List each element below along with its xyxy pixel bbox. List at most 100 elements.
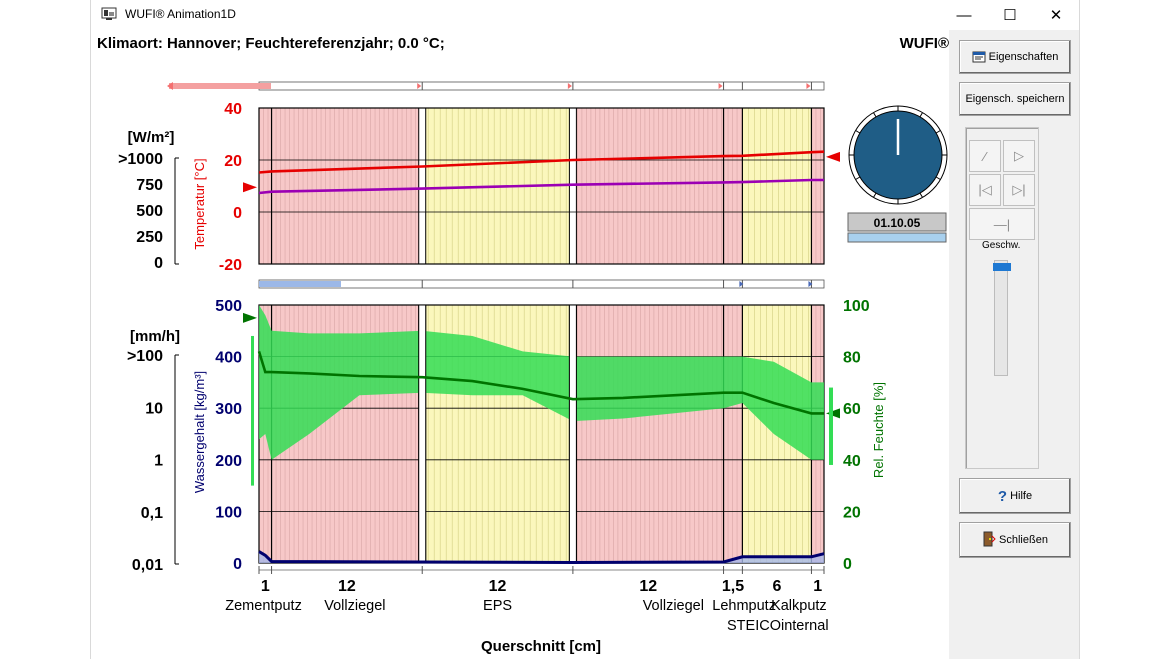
upper-layer-fill — [723, 108, 743, 264]
humidity-tick-label: 40 — [843, 453, 861, 470]
stop-icon: —| — [993, 216, 1011, 232]
lower-node-strip — [258, 279, 825, 289]
play-forward-icon: ▷ — [1014, 148, 1024, 163]
rain-tick-label: 1 — [154, 453, 163, 470]
upper-node-strip — [258, 81, 825, 91]
maximize-button[interactable]: ☐ — [987, 0, 1033, 30]
humidity-tick-label: 100 — [843, 298, 870, 315]
climate-location-text: Klimaort: Hannover; Feuchtereferenzjahr;… — [97, 35, 445, 52]
window-title: WUFI® Animation1D — [125, 7, 236, 21]
humidity-tick-label: 80 — [843, 350, 861, 367]
close-app-label: Schließen — [999, 534, 1048, 546]
flux-tick-label: 750 — [136, 177, 163, 194]
upper-strip-marker-icon — [567, 83, 572, 89]
gauge-tick — [935, 130, 941, 134]
layer-thickness-label: 1,5 — [722, 578, 744, 595]
left-temperature-marker-icon — [243, 182, 257, 193]
water-content-line — [258, 550, 825, 565]
rain-tick-label: 10 — [145, 400, 163, 417]
application-window: WUFI® Animation1D — ☐ ✕ Klimaort: Hannov… — [90, 0, 1080, 659]
save-properties-button[interactable]: Eigensch. speichern — [959, 82, 1071, 116]
animation-chart: Klimaort: Hannover; Feuchtereferenzjahr;… — [91, 30, 959, 659]
temperature-tick-label: 20 — [224, 153, 242, 170]
lower-strip-marker-icon — [739, 281, 744, 287]
close-window-button[interactable]: ✕ — [1033, 0, 1079, 30]
speed-slider-thumb[interactable] — [993, 263, 1011, 271]
water-content-tick-label: 200 — [215, 453, 242, 470]
close-app-button[interactable]: Schließen — [959, 522, 1071, 558]
minimize-button[interactable]: — — [941, 0, 987, 30]
upper-layer-fill — [271, 108, 423, 264]
water-content-axis-label: Wassergehalt [kg/m³] — [192, 371, 207, 493]
temperature-line — [258, 150, 825, 174]
upper-strip-marker-icon — [718, 83, 723, 89]
step-forward-icon: ▷| — [1012, 182, 1026, 197]
step-forward-button[interactable]: ▷| — [1003, 174, 1035, 206]
layer-thickness-label: 12 — [338, 578, 356, 595]
material-label: Vollziegel — [324, 598, 385, 614]
flux-tick-label: 0 — [154, 255, 163, 272]
water-content-tick-label: 300 — [215, 401, 242, 418]
material-label: Lehmputz — [712, 598, 776, 614]
minimize-icon: — — [956, 6, 972, 24]
upper-layer-fill — [259, 108, 272, 264]
maximize-icon: ☐ — [1003, 7, 1017, 24]
stop-button[interactable]: —| — [969, 208, 1035, 240]
temperature-axis-label: Temperatur [°C] — [192, 158, 207, 249]
right-temperature-marker-icon — [826, 151, 840, 162]
water-content-tick-label: 400 — [215, 350, 242, 367]
material-label: STEICOinternal — [727, 618, 829, 634]
lower-layer-gap-overlay — [568, 304, 577, 564]
material-label: Vollziegel — [643, 598, 704, 614]
relative-humidity-line — [257, 351, 824, 415]
help-icon: ? — [997, 487, 1008, 505]
speed-slider-track[interactable] — [994, 260, 1008, 376]
water-content-tick-label: 0 — [233, 556, 242, 573]
upper-layer-gap — [418, 107, 427, 265]
lower-layer-fill — [723, 305, 743, 563]
help-button[interactable]: ? Hilfe — [959, 478, 1071, 514]
upper-strip-marker-icon — [417, 83, 422, 89]
layer-thickness-label: 12 — [639, 578, 657, 595]
gauge-tick — [919, 112, 923, 118]
gauge-tick — [873, 112, 877, 118]
material-label: Zementputz — [225, 598, 302, 614]
date-progress-bar — [847, 232, 947, 243]
save-properties-label: Eigensch. speichern — [965, 93, 1065, 105]
gauge-tick — [855, 130, 861, 134]
upper-layer-fill — [572, 108, 724, 264]
upper-node-strip-marker — [169, 83, 271, 89]
temperature-tick-label: 40 — [224, 101, 242, 118]
water-content-tick-label: 500 — [215, 298, 242, 315]
lower-node-strip-marker — [259, 281, 341, 287]
material-label: EPS — [483, 598, 512, 614]
left-humidity-marker-icon — [243, 312, 257, 323]
properties-icon — [972, 49, 986, 66]
upper-layer-fill — [811, 108, 824, 264]
exit-door-icon — [982, 531, 996, 550]
layer-thickness-label: 12 — [489, 578, 507, 595]
play-backward-icon: ⁄ — [983, 148, 987, 164]
humidity-axis-label: Rel. Feuchte [%] — [871, 382, 886, 478]
properties-button[interactable]: Eigenschaften — [959, 40, 1071, 74]
flux-tick-label: >1000 — [118, 151, 163, 168]
lower-strip-marker-icon — [808, 281, 813, 287]
play-backward-button[interactable]: ⁄ — [969, 140, 1001, 172]
gauge-tick — [919, 192, 923, 198]
flux-axis-title: [W/m²] — [128, 129, 175, 146]
cross-section-axis-title: Querschnitt [cm] — [481, 638, 601, 655]
step-backward-button[interactable]: |◁ — [969, 174, 1001, 206]
app-icon — [101, 7, 117, 20]
rain-tick-label: 0,01 — [132, 557, 163, 574]
control-sidebar: Eigenschaften Eigensch. speichern ⁄ ▷ |◁… — [949, 30, 1079, 659]
gauge-tick — [873, 192, 877, 198]
lower-layer-gap-overlay — [418, 304, 427, 564]
date-display-box — [847, 212, 947, 232]
material-label: Kalkputz — [771, 598, 827, 614]
play-forward-button[interactable]: ▷ — [1003, 140, 1035, 172]
rain-tick-label: 0,1 — [141, 505, 163, 522]
wufi-brand-text: WUFI® — [900, 35, 949, 52]
humidity-range-band — [259, 305, 824, 460]
layer-thickness-label: 1 — [261, 578, 270, 595]
simulation-date-label: 01.10.05 — [874, 216, 921, 230]
